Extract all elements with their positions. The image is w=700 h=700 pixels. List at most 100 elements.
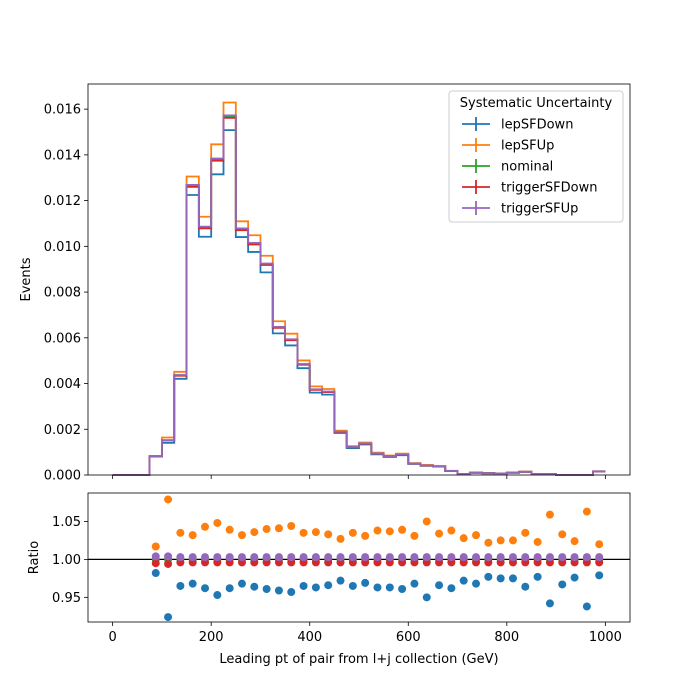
ratio-point bbox=[484, 538, 493, 547]
ratio-point bbox=[213, 591, 222, 600]
ratio-point bbox=[521, 582, 530, 591]
ratio-point bbox=[447, 526, 456, 535]
ratio-point bbox=[225, 553, 234, 562]
legend-label: triggerSFUp bbox=[501, 202, 578, 217]
ratio-point bbox=[459, 553, 468, 562]
ratio-point bbox=[545, 553, 554, 562]
ratio-point bbox=[496, 536, 505, 545]
ratio-point bbox=[237, 531, 246, 540]
ratio-y-tick-label: 1.05 bbox=[52, 515, 81, 530]
ratio-point bbox=[164, 559, 173, 568]
ratio-point bbox=[508, 536, 517, 545]
ratio-series-lepsfdown bbox=[151, 569, 604, 622]
ratio-point bbox=[447, 553, 456, 562]
ratio-point bbox=[299, 528, 308, 537]
ratio-point bbox=[558, 553, 567, 562]
ratio-point bbox=[410, 579, 419, 588]
histogram-y-tick-label: 0.010 bbox=[44, 240, 81, 255]
ratio-point bbox=[472, 579, 481, 588]
ratio-point bbox=[176, 528, 185, 537]
legend-title: Systematic Uncertainty bbox=[460, 96, 613, 111]
ratio-point bbox=[262, 553, 271, 562]
legend-items: lepSFDown lepSFUp nominal triggerSFDown trig… bbox=[462, 117, 597, 217]
ratio-point bbox=[201, 522, 210, 531]
x-tick-label: 1000 bbox=[589, 630, 622, 645]
ratio-point bbox=[151, 552, 160, 561]
ratio-point bbox=[262, 525, 271, 534]
ratio-point bbox=[201, 584, 210, 593]
ratio-point bbox=[164, 495, 173, 504]
ratio-point bbox=[410, 531, 419, 540]
ratio-y-ticks: 0.95 1.00 1.05 bbox=[52, 515, 88, 606]
legend-box bbox=[448, 90, 624, 223]
ratio-point bbox=[164, 552, 173, 561]
ratio-point bbox=[508, 553, 517, 562]
x-tick-label: 0 bbox=[108, 630, 116, 645]
ratio-point bbox=[336, 534, 345, 543]
ratio-point bbox=[595, 553, 604, 562]
legend-label: nominal bbox=[501, 160, 553, 175]
histogram-y-axis-label: Events bbox=[19, 257, 34, 301]
ratio-point bbox=[361, 578, 370, 587]
legend-item-triggersfdown: triggerSFDown bbox=[462, 180, 597, 196]
ratio-point bbox=[422, 517, 431, 526]
ratio-point bbox=[582, 602, 591, 611]
legend-label: triggerSFDown bbox=[501, 181, 597, 196]
ratio-point bbox=[472, 553, 481, 562]
ratio-point bbox=[385, 553, 394, 562]
ratio-point bbox=[496, 574, 505, 583]
ratio-point bbox=[324, 553, 333, 562]
ratio-point bbox=[299, 553, 308, 562]
histogram-steps bbox=[112, 101, 606, 476]
ratio-point bbox=[459, 576, 468, 585]
ratio-point bbox=[151, 559, 160, 568]
ratio-point bbox=[595, 540, 604, 549]
ratio-point bbox=[201, 553, 210, 562]
ratio-point bbox=[570, 573, 579, 582]
ratio-point bbox=[595, 571, 604, 580]
ratio-point bbox=[336, 576, 345, 585]
ratio-point bbox=[533, 553, 542, 562]
ratio-point bbox=[151, 569, 160, 578]
ratio-point bbox=[385, 583, 394, 592]
ratio-point bbox=[422, 593, 431, 602]
ratio-point bbox=[262, 584, 271, 593]
ratio-point bbox=[385, 527, 394, 536]
ratio-point bbox=[237, 553, 246, 562]
ratio-point bbox=[348, 581, 357, 590]
ratio-point bbox=[225, 525, 234, 534]
legend-label: lepSFUp bbox=[501, 139, 554, 154]
ratio-point bbox=[570, 553, 579, 562]
ratio-point bbox=[274, 524, 283, 533]
ratio-point bbox=[435, 553, 444, 562]
x-axis-label: Leading pt of pair from l+j collection (… bbox=[219, 652, 498, 667]
ratio-point bbox=[188, 579, 197, 588]
histogram-y-tick-label: 0.014 bbox=[44, 148, 81, 163]
ratio-point bbox=[484, 572, 493, 581]
histogram-y-tick-label: 0.004 bbox=[44, 377, 81, 392]
x-tick-label: 200 bbox=[199, 630, 224, 645]
legend-item-nominal: nominal bbox=[462, 159, 553, 175]
histogram-frame bbox=[87, 83, 631, 476]
histogram-y-ticks: 0.000 0.002 0.004 0.006 0.008 0.010 0.012 0.014… bbox=[44, 103, 88, 484]
ratio-point bbox=[324, 530, 333, 539]
ratio-point bbox=[176, 553, 185, 562]
ratio-point bbox=[545, 599, 554, 608]
histogram-series-triggersfup bbox=[112, 114, 606, 476]
ratio-point bbox=[250, 553, 259, 562]
ratio-point bbox=[188, 553, 197, 562]
ratio-point bbox=[422, 553, 431, 562]
ratio-point bbox=[484, 553, 493, 562]
ratio-point bbox=[151, 542, 160, 551]
ratio-point bbox=[348, 528, 357, 537]
ratio-point bbox=[274, 553, 283, 562]
x-tick-label: 800 bbox=[494, 630, 519, 645]
ratio-point bbox=[311, 553, 320, 562]
legend-label: lepSFDown bbox=[501, 118, 573, 133]
ratio-point bbox=[176, 581, 185, 590]
ratio-point bbox=[558, 580, 567, 589]
ratio-point bbox=[398, 553, 407, 562]
ratio-point bbox=[459, 534, 468, 543]
ratio-point bbox=[570, 537, 579, 546]
